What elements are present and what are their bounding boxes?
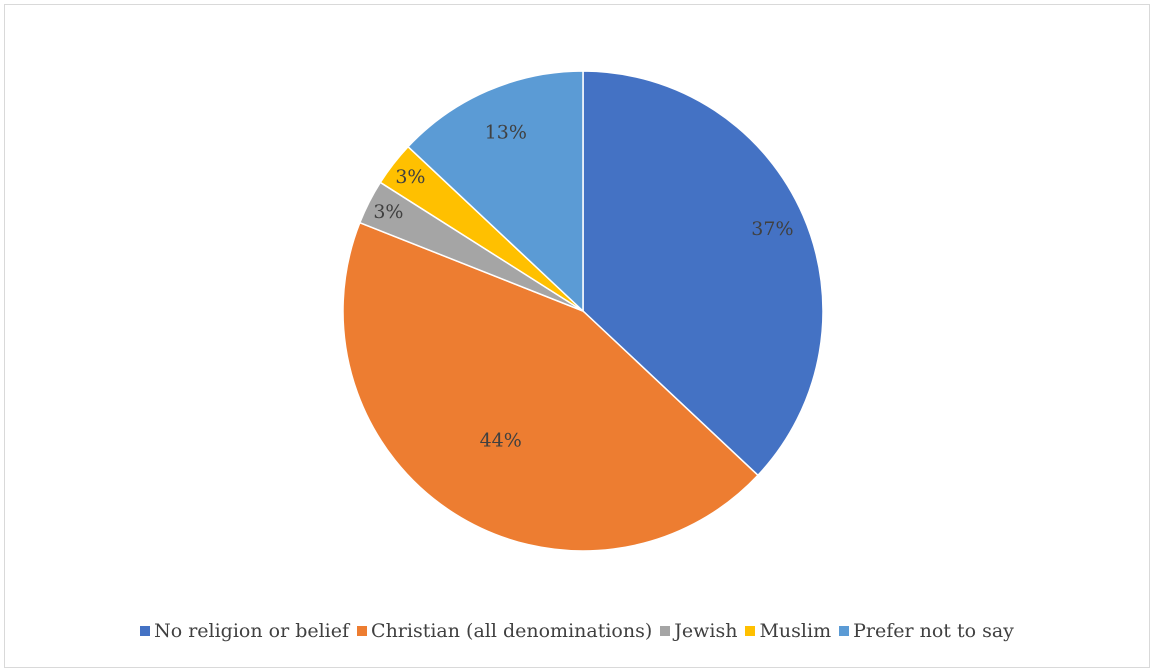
legend-swatch-no-religion	[140, 626, 151, 636]
data-label-prefer-not-to-say: 13%	[485, 122, 527, 144]
data-label-jewish: 3%	[373, 201, 403, 223]
legend-label-christian: Christian (all denominations)	[371, 620, 653, 642]
legend-entry-prefer-not-to-say: Prefer not to say	[839, 620, 1014, 642]
pie-slice-christian	[342, 221, 760, 552]
data-label-christian: 44%	[480, 430, 522, 452]
legend-entry-muslim: Muslim	[745, 620, 831, 642]
legend-entry-christian: Christian (all denominations)	[357, 620, 652, 642]
pie-slice-prefer-not-to-say	[406, 70, 584, 313]
legend-label-muslim: Muslim	[759, 620, 832, 642]
legend-entry-no-religion: No religion or belief	[140, 620, 349, 642]
legend-swatch-jewish	[660, 626, 671, 636]
pie-slices	[342, 70, 824, 552]
pie-slice-no-religion	[582, 70, 824, 477]
legend-label-prefer-not-to-say: Prefer not to say	[853, 620, 1014, 642]
legend-swatch-christian	[357, 626, 368, 636]
legend-entry-jewish: Jewish	[660, 620, 737, 642]
data-label-muslim: 3%	[395, 166, 425, 188]
data-label-no-religion: 37%	[751, 218, 793, 240]
legend-swatch-muslim	[745, 626, 756, 636]
legend-label-no-religion: No religion or belief	[154, 620, 350, 642]
legend-label-jewish: Jewish	[674, 620, 738, 642]
legend-swatch-prefer-not-to-say	[839, 626, 850, 636]
legend: No religion or belief Christian (all den…	[0, 620, 1154, 642]
pie-data-labels: 37% 44% 3% 3% 13%	[373, 122, 793, 452]
